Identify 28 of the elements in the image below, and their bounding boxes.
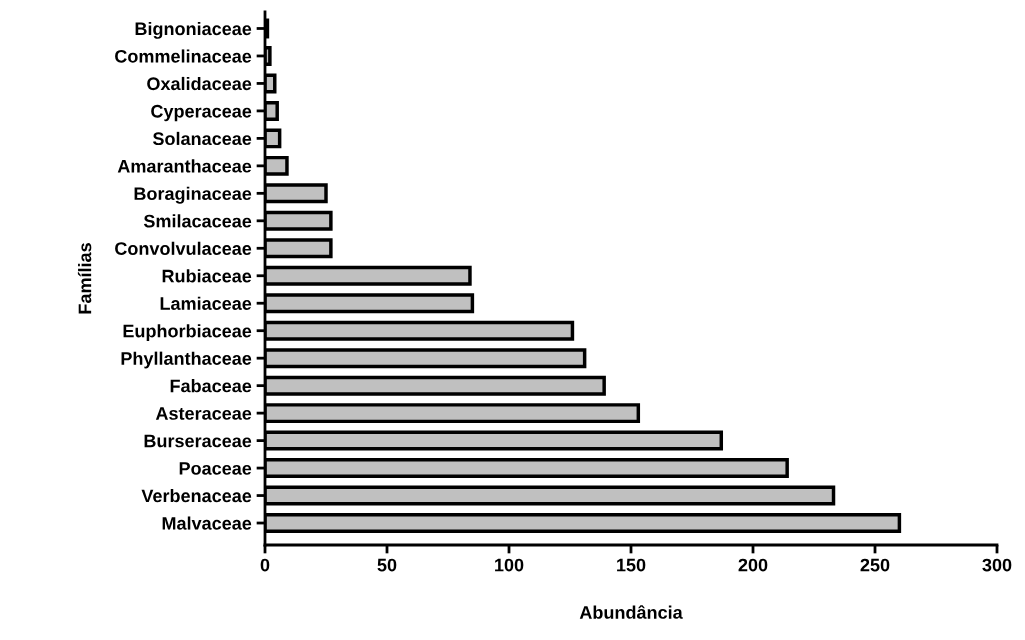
y-tick-label: Smilacaceae [143,214,252,228]
y-tick-label: Convolvulaceae [115,241,252,255]
y-tick-label: Commelinaceae [115,49,252,63]
x-tick-label: 200 [738,558,768,572]
y-tick-label: Lamiaceae [160,296,252,310]
y-tick-label: Poaceae [179,462,252,475]
x-tick-label: 150 [617,558,646,572]
y-tick-label: Fabaceae [170,379,252,393]
x-tick-label: 0 [260,558,270,572]
y-tick-label: Amaranthaceae [117,159,252,173]
y-tick-label: Phyllanthaceae [121,351,252,369]
y-axis-title: Famílias [77,243,92,314]
y-tick-label: Malvaceae [162,516,252,530]
y-tick-label: Oxalidaceae [147,76,252,91]
x-tick-label: 50 [377,558,397,572]
y-tick-label: Cyperaceae [151,104,252,122]
y-tick-label: Solanaceae [152,131,252,146]
y-tick-label: Euphorbiaceae [123,324,252,341]
x-tick-label: 300 [982,558,1012,572]
y-tick-label: Asteraceae [155,407,252,420]
x-tick-label: 100 [495,558,524,572]
y-tick-label: Rubiaceae [162,269,252,283]
y-tick-label: Bignoniaceae [135,21,252,39]
x-axis-title: Abundância [579,605,683,619]
y-tick-label: Boraginaceae [134,186,252,204]
x-tick-label: 250 [860,558,890,572]
y-tick-label: Verbenaceae [141,489,252,503]
y-tick-label: Burseraceae [144,434,252,448]
